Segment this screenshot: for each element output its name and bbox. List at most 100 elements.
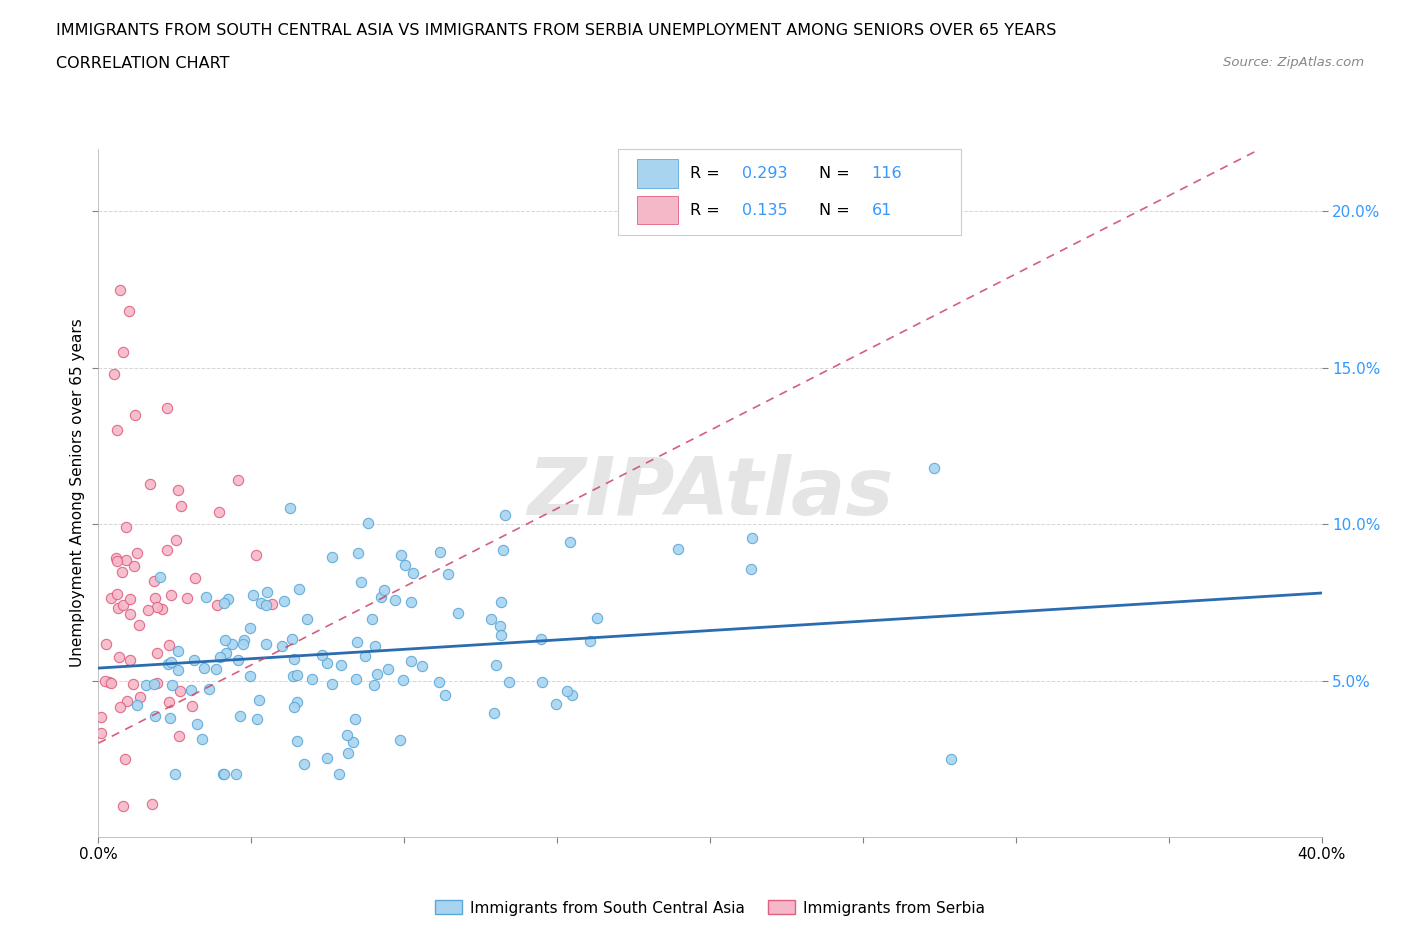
Point: [105, 553, 128, 568]
Point: [165, 533, 187, 548]
Point: [160, 588, 183, 603]
Point: [446, 605, 468, 620]
Point: [160, 655, 183, 670]
Point: [128, 618, 150, 632]
Y-axis label: Unemployment Among Seniors over 65 years: Unemployment Among Seniors over 65 years: [69, 319, 84, 668]
Point: [494, 508, 516, 523]
Point: [108, 650, 131, 665]
Text: 0.135: 0.135: [742, 203, 787, 218]
Point: [191, 731, 214, 746]
Text: ZIPAtlas: ZIPAtlas: [527, 454, 893, 532]
Point: [226, 652, 249, 667]
Point: [170, 499, 193, 514]
Point: [159, 711, 181, 725]
Point: [129, 690, 152, 705]
Point: [437, 567, 460, 582]
Point: [283, 652, 305, 667]
Point: [169, 683, 191, 698]
Point: [238, 668, 260, 683]
FancyBboxPatch shape: [637, 195, 678, 224]
Point: [399, 594, 422, 609]
Point: [108, 282, 131, 297]
Point: [148, 569, 170, 584]
Point: [373, 582, 395, 597]
Point: [740, 562, 762, 577]
Point: [157, 637, 180, 652]
Point: [204, 661, 226, 676]
Point: [90, 710, 112, 724]
Point: [167, 644, 190, 658]
Point: [105, 423, 128, 438]
Point: [342, 735, 364, 750]
Point: [498, 674, 520, 689]
FancyBboxPatch shape: [619, 149, 960, 235]
Point: [180, 683, 202, 698]
Point: [344, 672, 367, 687]
Point: [295, 612, 318, 627]
Point: [118, 591, 141, 606]
Point: [221, 636, 243, 651]
Point: [193, 660, 215, 675]
Point: [492, 542, 515, 557]
Point: [370, 590, 392, 604]
Point: [285, 695, 308, 710]
Point: [311, 648, 333, 663]
Point: [321, 550, 343, 565]
Point: [366, 666, 388, 681]
Text: R =: R =: [690, 203, 725, 218]
Point: [357, 515, 380, 530]
Point: [112, 598, 135, 613]
Point: [249, 693, 271, 708]
Point: [354, 649, 377, 664]
Point: [211, 767, 233, 782]
Point: [250, 596, 273, 611]
Text: IMMIGRANTS FROM SOUTH CENTRAL ASIA VS IMMIGRANTS FROM SERBIA UNEMPLOYMENT AMONG : IMMIGRANTS FROM SOUTH CENTRAL ASIA VS IM…: [56, 23, 1057, 38]
Point: [531, 674, 554, 689]
Point: [924, 460, 946, 475]
Point: [124, 407, 146, 422]
Point: [176, 591, 198, 605]
Point: [232, 632, 254, 647]
Point: [245, 548, 267, 563]
Point: [122, 677, 145, 692]
Point: [246, 711, 269, 726]
Point: [546, 697, 568, 711]
FancyBboxPatch shape: [637, 159, 678, 188]
Point: [156, 400, 179, 415]
Point: [321, 676, 343, 691]
Point: [142, 677, 165, 692]
Point: [195, 590, 218, 604]
Point: [167, 483, 190, 498]
Point: [389, 547, 412, 562]
Point: [167, 662, 190, 677]
Point: [489, 595, 512, 610]
Point: [285, 734, 308, 749]
Point: [336, 727, 359, 742]
Point: [377, 661, 399, 676]
Point: [392, 672, 415, 687]
Point: [256, 584, 278, 599]
Point: [138, 476, 160, 491]
Point: [90, 725, 112, 740]
Point: [112, 798, 135, 813]
Point: [141, 796, 163, 811]
Point: [489, 618, 512, 633]
Point: [344, 711, 367, 726]
Point: [283, 669, 305, 684]
Point: [741, 530, 763, 545]
Point: [242, 588, 264, 603]
Point: [215, 645, 238, 660]
Point: [143, 709, 166, 724]
Point: [485, 658, 508, 672]
Point: [186, 716, 208, 731]
Point: [138, 603, 160, 618]
Text: N =: N =: [818, 166, 855, 181]
Point: [127, 546, 149, 561]
Point: [254, 597, 277, 612]
Point: [146, 599, 169, 614]
Point: [384, 592, 406, 607]
Point: [560, 535, 582, 550]
Point: [225, 767, 247, 782]
Point: [127, 698, 149, 712]
Point: [336, 745, 359, 760]
